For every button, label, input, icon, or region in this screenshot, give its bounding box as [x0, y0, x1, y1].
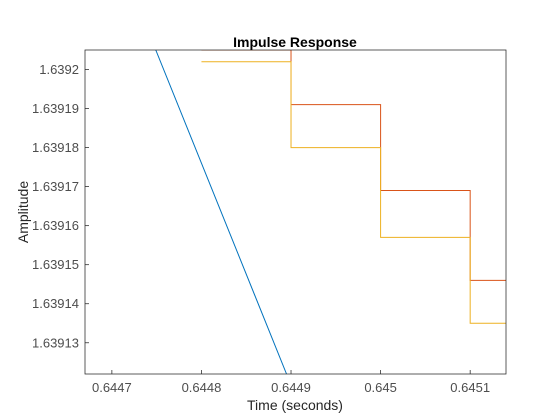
x-axis-label: Time (seconds): [247, 397, 343, 413]
x-axis-ticks: 0.6447 0.6448 0.6449 0.645 0.6451: [92, 370, 490, 395]
y-tick-label: 1.63918: [32, 140, 79, 155]
y-axis-label: Amplitude: [15, 181, 31, 243]
plot-frame: [84, 49, 507, 375]
y-axis-ticks: 1.63913 1.63914 1.63915 1.63916 1.63917 1.639…: [32, 62, 89, 350]
series-line-3: [201, 61, 506, 324]
x-tick-label: 0.645: [364, 380, 397, 395]
y-tick-label: 1.63915: [32, 257, 79, 272]
y-tick-label: 1.63914: [32, 296, 79, 311]
x-tick-label: 0.6449: [271, 380, 311, 395]
y-tick-label: 1.63913: [32, 335, 79, 350]
y-tick-label: 1.63916: [32, 218, 79, 233]
y-tick-label: 1.63919: [32, 101, 79, 116]
series-line-1: [155, 50, 288, 374]
x-tick-label: 0.6447: [92, 380, 132, 395]
y-tick-label: 1.6392: [39, 62, 79, 77]
series-layer: [155, 50, 506, 374]
y-tick-label: 1.63917: [32, 179, 79, 194]
x-tick-label: 0.6448: [182, 380, 222, 395]
plot-area: [85, 50, 506, 374]
x-tick-label: 0.6451: [450, 380, 490, 395]
chart-title: Impulse Response: [233, 34, 357, 50]
